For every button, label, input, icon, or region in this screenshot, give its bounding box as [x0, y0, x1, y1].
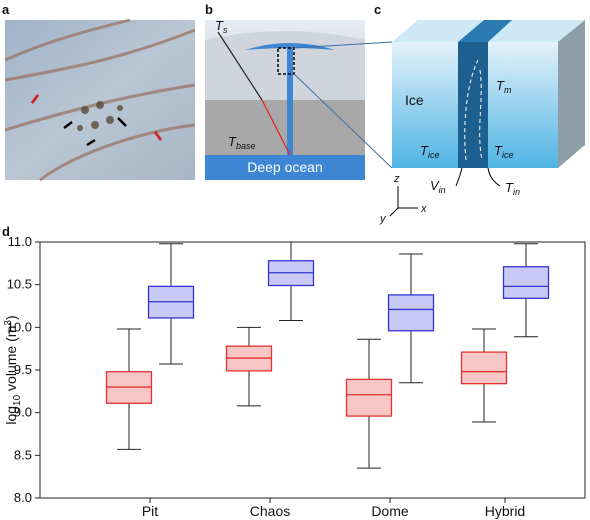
zoom-line [293, 41, 393, 49]
axes-glyph [389, 186, 418, 217]
x-tick-label: Dome [371, 503, 409, 519]
panel-label: a [2, 2, 10, 17]
x-tick-label: Hybrid [485, 503, 525, 519]
tin-label: Tin [505, 180, 520, 197]
arrows-red [31, 94, 162, 141]
y-tick-label: 8.5 [14, 447, 32, 462]
panel-label: c [374, 2, 381, 17]
panel-a: a [2, 2, 196, 182]
ts-label: Ts [215, 18, 228, 35]
zoom-line [293, 73, 393, 169]
conduit [287, 48, 293, 155]
y-tick-label: 9.5 [14, 362, 32, 377]
y-tick-label: 10.5 [7, 277, 32, 292]
axis-y: y [379, 213, 387, 225]
slot [458, 42, 488, 168]
y-axis-label: log10 volume (m3) [3, 315, 23, 424]
panel-c: Ice Tm Tice Tice Vin Tin z y x c [374, 2, 585, 225]
tice-label: Tice [494, 143, 513, 160]
temperature-line [261, 99, 291, 156]
y-tick-label: 9.0 [14, 405, 32, 420]
y-tick-label: 10.0 [7, 319, 32, 334]
vin-label: Vin [430, 178, 446, 195]
axis-z: z [393, 173, 400, 185]
x-tick-label: Chaos [250, 503, 290, 519]
tbase-label: Tbase [228, 134, 255, 151]
x-tick-label: Pit [142, 503, 158, 519]
ice-label: Ice [405, 92, 424, 108]
ocean [205, 155, 365, 180]
box [502, 266, 550, 299]
panel-b: Ts Tbase Deep ocean b [205, 2, 393, 180]
panel-label: d [2, 224, 10, 239]
inflow-arrow [455, 167, 501, 187]
y-tick-label: 8.0 [14, 490, 32, 505]
tice-label: Tice [420, 143, 439, 160]
ice-layer [205, 31, 365, 100]
pits [77, 101, 123, 131]
slot-top [458, 20, 512, 42]
temperature-line [217, 31, 263, 101]
box [460, 351, 508, 385]
zoom-box [277, 47, 295, 75]
panel-label: b [205, 2, 213, 17]
block-side [558, 20, 585, 168]
box [387, 294, 435, 332]
flow [464, 59, 483, 161]
lens [245, 43, 335, 50]
y-tick-label: 11.0 [8, 234, 32, 249]
ocean-label: Deep ocean [247, 159, 323, 175]
tm-label: Tm [496, 78, 512, 95]
box [345, 378, 393, 417]
axis-x: x [420, 203, 427, 215]
